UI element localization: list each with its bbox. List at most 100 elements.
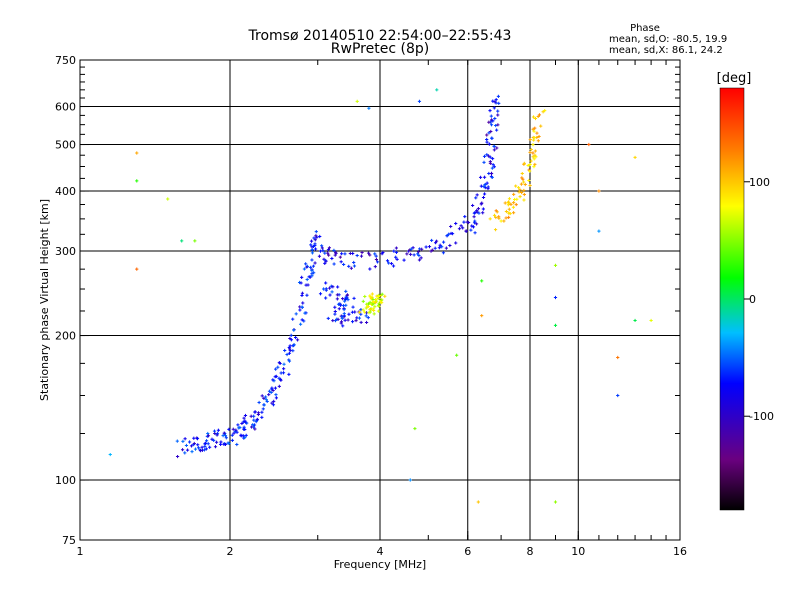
data-point: [331, 318, 335, 323]
data-point: [490, 136, 494, 140]
data-point: [375, 260, 380, 264]
data-point: [326, 248, 331, 252]
data-point: [373, 264, 377, 269]
data-point: [200, 445, 204, 449]
data-point: [376, 309, 381, 313]
data-point: [338, 302, 342, 306]
data-point: [260, 415, 264, 419]
data-point: [496, 123, 500, 127]
data-point: [531, 127, 535, 131]
data-point: [271, 378, 275, 382]
data-point: [380, 301, 384, 305]
data-point: [447, 232, 451, 236]
data-point: [529, 159, 533, 163]
data-point: [343, 318, 347, 322]
data-point: [305, 265, 309, 269]
data-point: [587, 142, 591, 147]
data-point: [491, 163, 495, 167]
data-point: [343, 252, 347, 256]
data-point: [485, 153, 489, 157]
data-point: [441, 240, 446, 244]
x-tick-label: 1: [77, 545, 84, 558]
data-point: [357, 316, 362, 320]
data-point: [373, 304, 377, 309]
data-point: [212, 429, 217, 433]
data-point: [323, 261, 327, 265]
data-point: [494, 209, 498, 213]
data-point: [454, 241, 458, 245]
data-point: [528, 162, 532, 167]
data-point: [255, 417, 259, 422]
data-point: [395, 257, 399, 261]
data-point: [483, 183, 487, 187]
data-point: [251, 423, 255, 427]
data-point: [528, 169, 532, 173]
data-point: [359, 312, 363, 316]
data-point: [466, 220, 471, 225]
data-point: [285, 352, 289, 357]
data-point: [472, 211, 476, 215]
data-point: [338, 255, 342, 259]
data-point: [533, 135, 537, 140]
data-point: [488, 109, 492, 113]
data-point: [326, 251, 330, 255]
data-point: [257, 400, 261, 405]
data-point: [482, 160, 486, 164]
data-point: [503, 201, 507, 205]
data-point: [448, 243, 452, 248]
data-point: [206, 442, 210, 446]
data-point: [475, 210, 479, 214]
data-point: [310, 251, 315, 255]
data-point: [533, 126, 537, 130]
colorbar-ticks: 100 0 -100: [744, 176, 774, 423]
data-point: [245, 421, 249, 425]
data-point: [391, 264, 396, 268]
stats-x-mode: mean, sd,X: 86.1, 24.2: [609, 45, 723, 56]
data-point: [185, 448, 190, 452]
colorbar: [719, 87, 745, 511]
data-point: [454, 221, 458, 226]
data-point: [533, 149, 537, 153]
data-point: [310, 272, 314, 276]
data-point: [553, 323, 558, 327]
data-point: [321, 249, 325, 253]
data-point: [317, 254, 322, 258]
data-point: [512, 192, 516, 197]
data-point: [470, 224, 474, 228]
data-point: [339, 252, 344, 256]
data-point: [271, 388, 275, 393]
x-tick-label: 10: [571, 545, 585, 558]
data-point: [327, 246, 332, 250]
data-point: [518, 195, 522, 199]
data-point: [324, 296, 328, 300]
data-point: [253, 427, 257, 431]
data-point: [518, 188, 522, 192]
data-point: [496, 109, 500, 113]
data-point: [489, 129, 493, 134]
data-point: [291, 343, 296, 347]
data-point: [412, 253, 416, 257]
data-point: [374, 254, 378, 258]
data-point: [479, 202, 483, 206]
data-point: [318, 249, 323, 253]
data-point: [369, 297, 373, 301]
data-point: [482, 175, 487, 179]
data-point: [462, 220, 466, 224]
data-point: [298, 322, 303, 326]
data-point: [493, 116, 497, 121]
x-tick-label: 2: [227, 545, 234, 558]
data-point: [342, 311, 346, 316]
data-point: [481, 211, 485, 215]
data-point: [449, 224, 453, 229]
data-point: [260, 394, 264, 398]
data-point: [330, 290, 334, 294]
data-point: [282, 362, 286, 366]
data-point: [526, 163, 530, 168]
data-point: [616, 393, 620, 398]
y-tick-label: 100: [55, 474, 76, 487]
data-point: [533, 116, 538, 121]
data-point: [302, 319, 306, 323]
data-point: [411, 246, 415, 250]
data-point: [212, 438, 216, 442]
data-point: [490, 166, 494, 170]
